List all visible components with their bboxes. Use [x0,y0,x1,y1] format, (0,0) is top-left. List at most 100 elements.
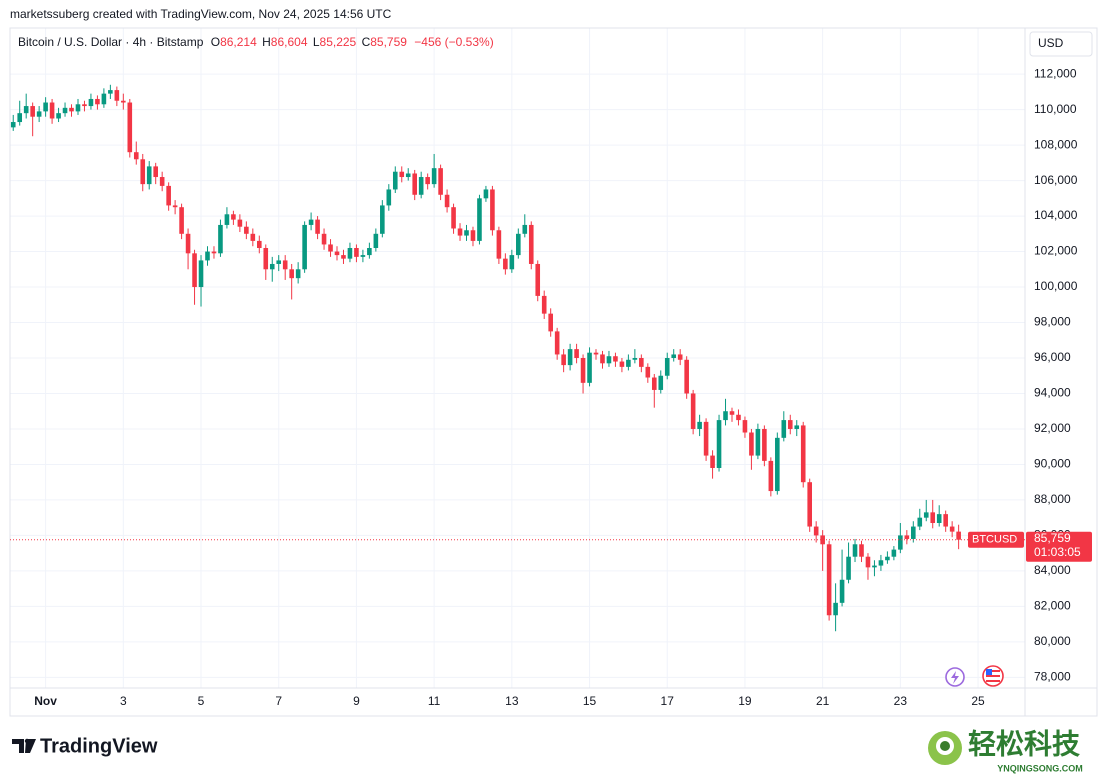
watermark-logo-core [940,741,950,751]
candle-body [677,354,683,360]
candle-body [619,361,625,367]
legend: Bitcoin / U.S. Dollar · 4h · Bitstamp O8… [18,35,494,49]
y-tick-label: 88,000 [1034,492,1071,506]
candle-body [736,414,741,421]
candle-body [923,512,929,518]
flag-stripe [986,670,1000,672]
candle-body [211,251,217,254]
candle-body [522,224,528,234]
event-icons [945,665,1004,687]
candle-body [632,358,638,360]
candle-body [528,224,534,264]
candle-body [256,240,262,248]
candle-body [859,544,864,557]
currency-button[interactable] [1029,31,1093,57]
candle-body [509,255,515,270]
candle-body [179,207,184,234]
candle-body [192,253,197,288]
candle-body [231,214,236,220]
axes: 78,00080,00082,00084,00086,00088,00090,0… [34,66,1077,708]
candle-body [541,295,547,314]
candle-body [807,482,812,527]
candle-body [69,107,74,112]
candle-body [373,233,379,248]
y-tick-label: 98,000 [1034,315,1071,329]
x-tick-label: 7 [275,694,282,708]
candle-body [787,420,793,429]
y-tick-label: 106,000 [1034,173,1078,187]
candle-body [43,102,48,112]
flag-canton [986,669,992,675]
candle-body [328,244,333,252]
candle-body [775,437,780,492]
candle-body [496,230,502,259]
candle-body [237,219,243,227]
legend-c-value: 85,759 [370,35,407,49]
x-tick-label: 23 [894,694,908,708]
y-tick-label: 92,000 [1034,421,1071,435]
x-tick-label: 17 [661,694,675,708]
brand-logo-dot [24,738,30,744]
candle-body [593,352,599,355]
y-tick-label: 94,000 [1034,386,1071,400]
event-icon-bolt [951,671,959,684]
candle-body [580,358,586,383]
candle-body [503,258,508,270]
candle-body [101,93,107,105]
candle-body [133,152,139,160]
candle-body [224,214,230,225]
candle-body [703,421,709,456]
candle-body [639,358,644,367]
candle-body [794,425,800,429]
candle-body [470,230,476,241]
candle-body [554,331,560,355]
candle-body [308,219,314,225]
candle-body [140,159,146,185]
x-tick-label: 13 [505,694,519,708]
x-tick-label: 9 [353,694,360,708]
candle-body [781,420,787,438]
candle-body [613,356,618,362]
candle-body [723,411,728,421]
candle-body [574,349,579,358]
candle-body [263,248,269,270]
candle-body [457,228,463,236]
y-tick-label: 102,000 [1034,244,1078,258]
candle-body [716,420,722,468]
candle-body [95,98,100,105]
candle-body [347,248,353,259]
candle-body [865,556,871,568]
candle-body [645,366,651,378]
candle-body [172,205,178,208]
candle-body [10,122,16,128]
candle-body [166,185,171,206]
candle-body [956,531,961,540]
candle-body [600,354,605,364]
candle-body [872,565,877,568]
candle-body [354,248,359,257]
price-tag: BTCUSD 85,759 01:03:05 [10,531,1092,562]
candle-body [891,549,897,557]
candle-body [710,455,715,468]
candle-body [464,230,469,236]
candle-body [386,189,392,206]
watermark-site: YNQINGSONG.COM [997,763,1083,773]
flag-stripe [986,680,1000,682]
symbol-tag [968,531,1024,548]
x-tick-label: 3 [120,694,127,708]
candle-body [451,207,456,229]
currency-label[interactable]: USD [1038,36,1064,50]
candle-body [535,263,541,296]
candle-body [930,512,936,523]
candle-body [742,420,748,433]
y-tick-label: 104,000 [1034,208,1078,222]
price-tag-countdown: 01:03:05 [1034,545,1081,559]
candle-body [477,198,482,241]
legend-o-value: 86,214 [220,35,257,49]
legend-l-value: 85,225 [320,35,357,49]
flag-stripe [986,675,1000,677]
candle-body [438,168,443,195]
watermark: 轻松科技 YNQINGSONG.COM [928,728,1083,773]
candle-body [23,106,29,114]
legend-change: −456 (−0.53%) [414,35,493,49]
